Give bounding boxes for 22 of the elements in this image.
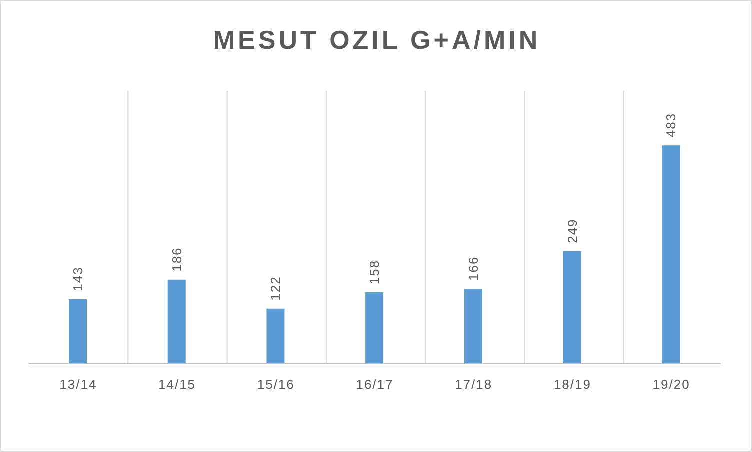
bar [464, 288, 482, 364]
x-tick-label: 15/16 [257, 377, 295, 392]
data-label: 483 [664, 112, 679, 138]
x-tick-label: 16/17 [356, 377, 394, 392]
x-tick-label: 13/14 [60, 377, 98, 392]
bar [69, 299, 87, 364]
bar [563, 251, 582, 364]
data-label: 249 [564, 218, 580, 244]
bar [168, 280, 186, 364]
chart-title: MESUT OZIL G+A/MIN [212, 25, 542, 56]
x-tick-label: 14/15 [158, 377, 196, 392]
x-tick-label: 19/20 [652, 377, 690, 392]
x-tick-label: 17/18 [455, 377, 493, 392]
bar [366, 292, 384, 364]
data-label: 158 [367, 260, 382, 285]
bar [266, 308, 285, 364]
data-label: 166 [466, 256, 481, 281]
data-label: 186 [169, 247, 184, 272]
x-tick-label: 18/19 [554, 377, 592, 392]
bar [662, 146, 680, 364]
data-label: 122 [268, 276, 284, 301]
data-label: 143 [70, 266, 86, 292]
